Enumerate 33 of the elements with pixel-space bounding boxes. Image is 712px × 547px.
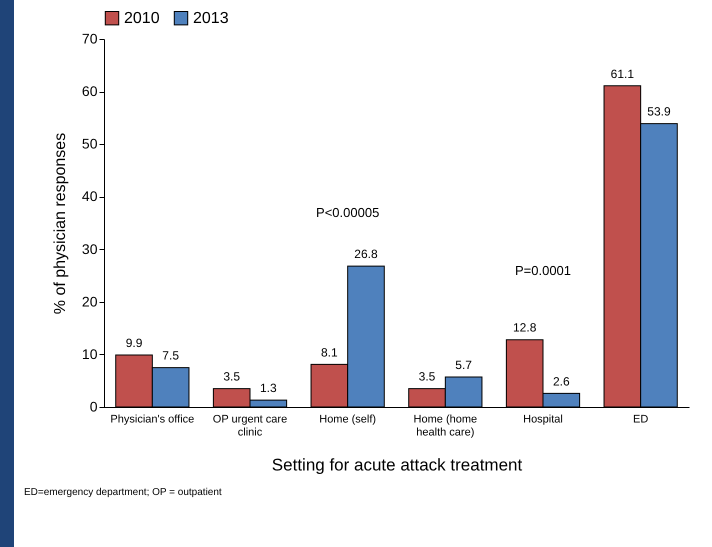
data-label: 1.3 — [260, 381, 277, 396]
data-label: 5.7 — [455, 358, 472, 372]
y-tick-label: 30 — [82, 240, 98, 257]
data-label: 61.1 — [610, 66, 634, 81]
data-label: 26.8 — [354, 247, 378, 262]
data-label: 53.9 — [647, 104, 671, 119]
data-label: 12.8 — [513, 320, 537, 335]
x-tick-label: ED — [633, 414, 648, 426]
y-tick-label: 0 — [90, 398, 98, 414]
data-label: 8.1 — [321, 345, 338, 360]
y-tick-label: 50 — [82, 136, 98, 152]
x-axis-title: Setting for acute attack treatment — [272, 456, 522, 474]
data-label: 2.6 — [552, 374, 570, 388]
annotation: P<0.00005 — [316, 205, 380, 220]
y-tick-label: 20 — [82, 293, 98, 310]
data-label: 3.5 — [223, 370, 240, 384]
x-tick-label: Hospital — [523, 414, 563, 426]
y-axis-title: % of physician responses — [52, 132, 69, 314]
y-tick-label: 10 — [82, 346, 98, 362]
data-label: 7.5 — [162, 348, 180, 363]
legend-label: 2013 — [193, 10, 229, 28]
y-tick-label: 70 — [82, 30, 98, 46]
annotation: P=0.0001 — [514, 263, 572, 278]
legend-label: 2010 — [124, 10, 160, 28]
text: ED=emergency department; OP = outpatient — [24, 487, 222, 498]
x-tick-label: Home (self) — [319, 414, 376, 426]
y-tick-label: 60 — [82, 83, 98, 100]
y-tick-label: 40 — [82, 188, 98, 204]
data-label: 9.9 — [126, 336, 143, 350]
x-tick-label: Home (home health care) — [414, 414, 478, 438]
x-tick-label: OP urgent care clinic — [212, 414, 288, 438]
data-label: 3.5 — [418, 370, 436, 384]
x-tick-label: Physician's office — [110, 414, 194, 426]
